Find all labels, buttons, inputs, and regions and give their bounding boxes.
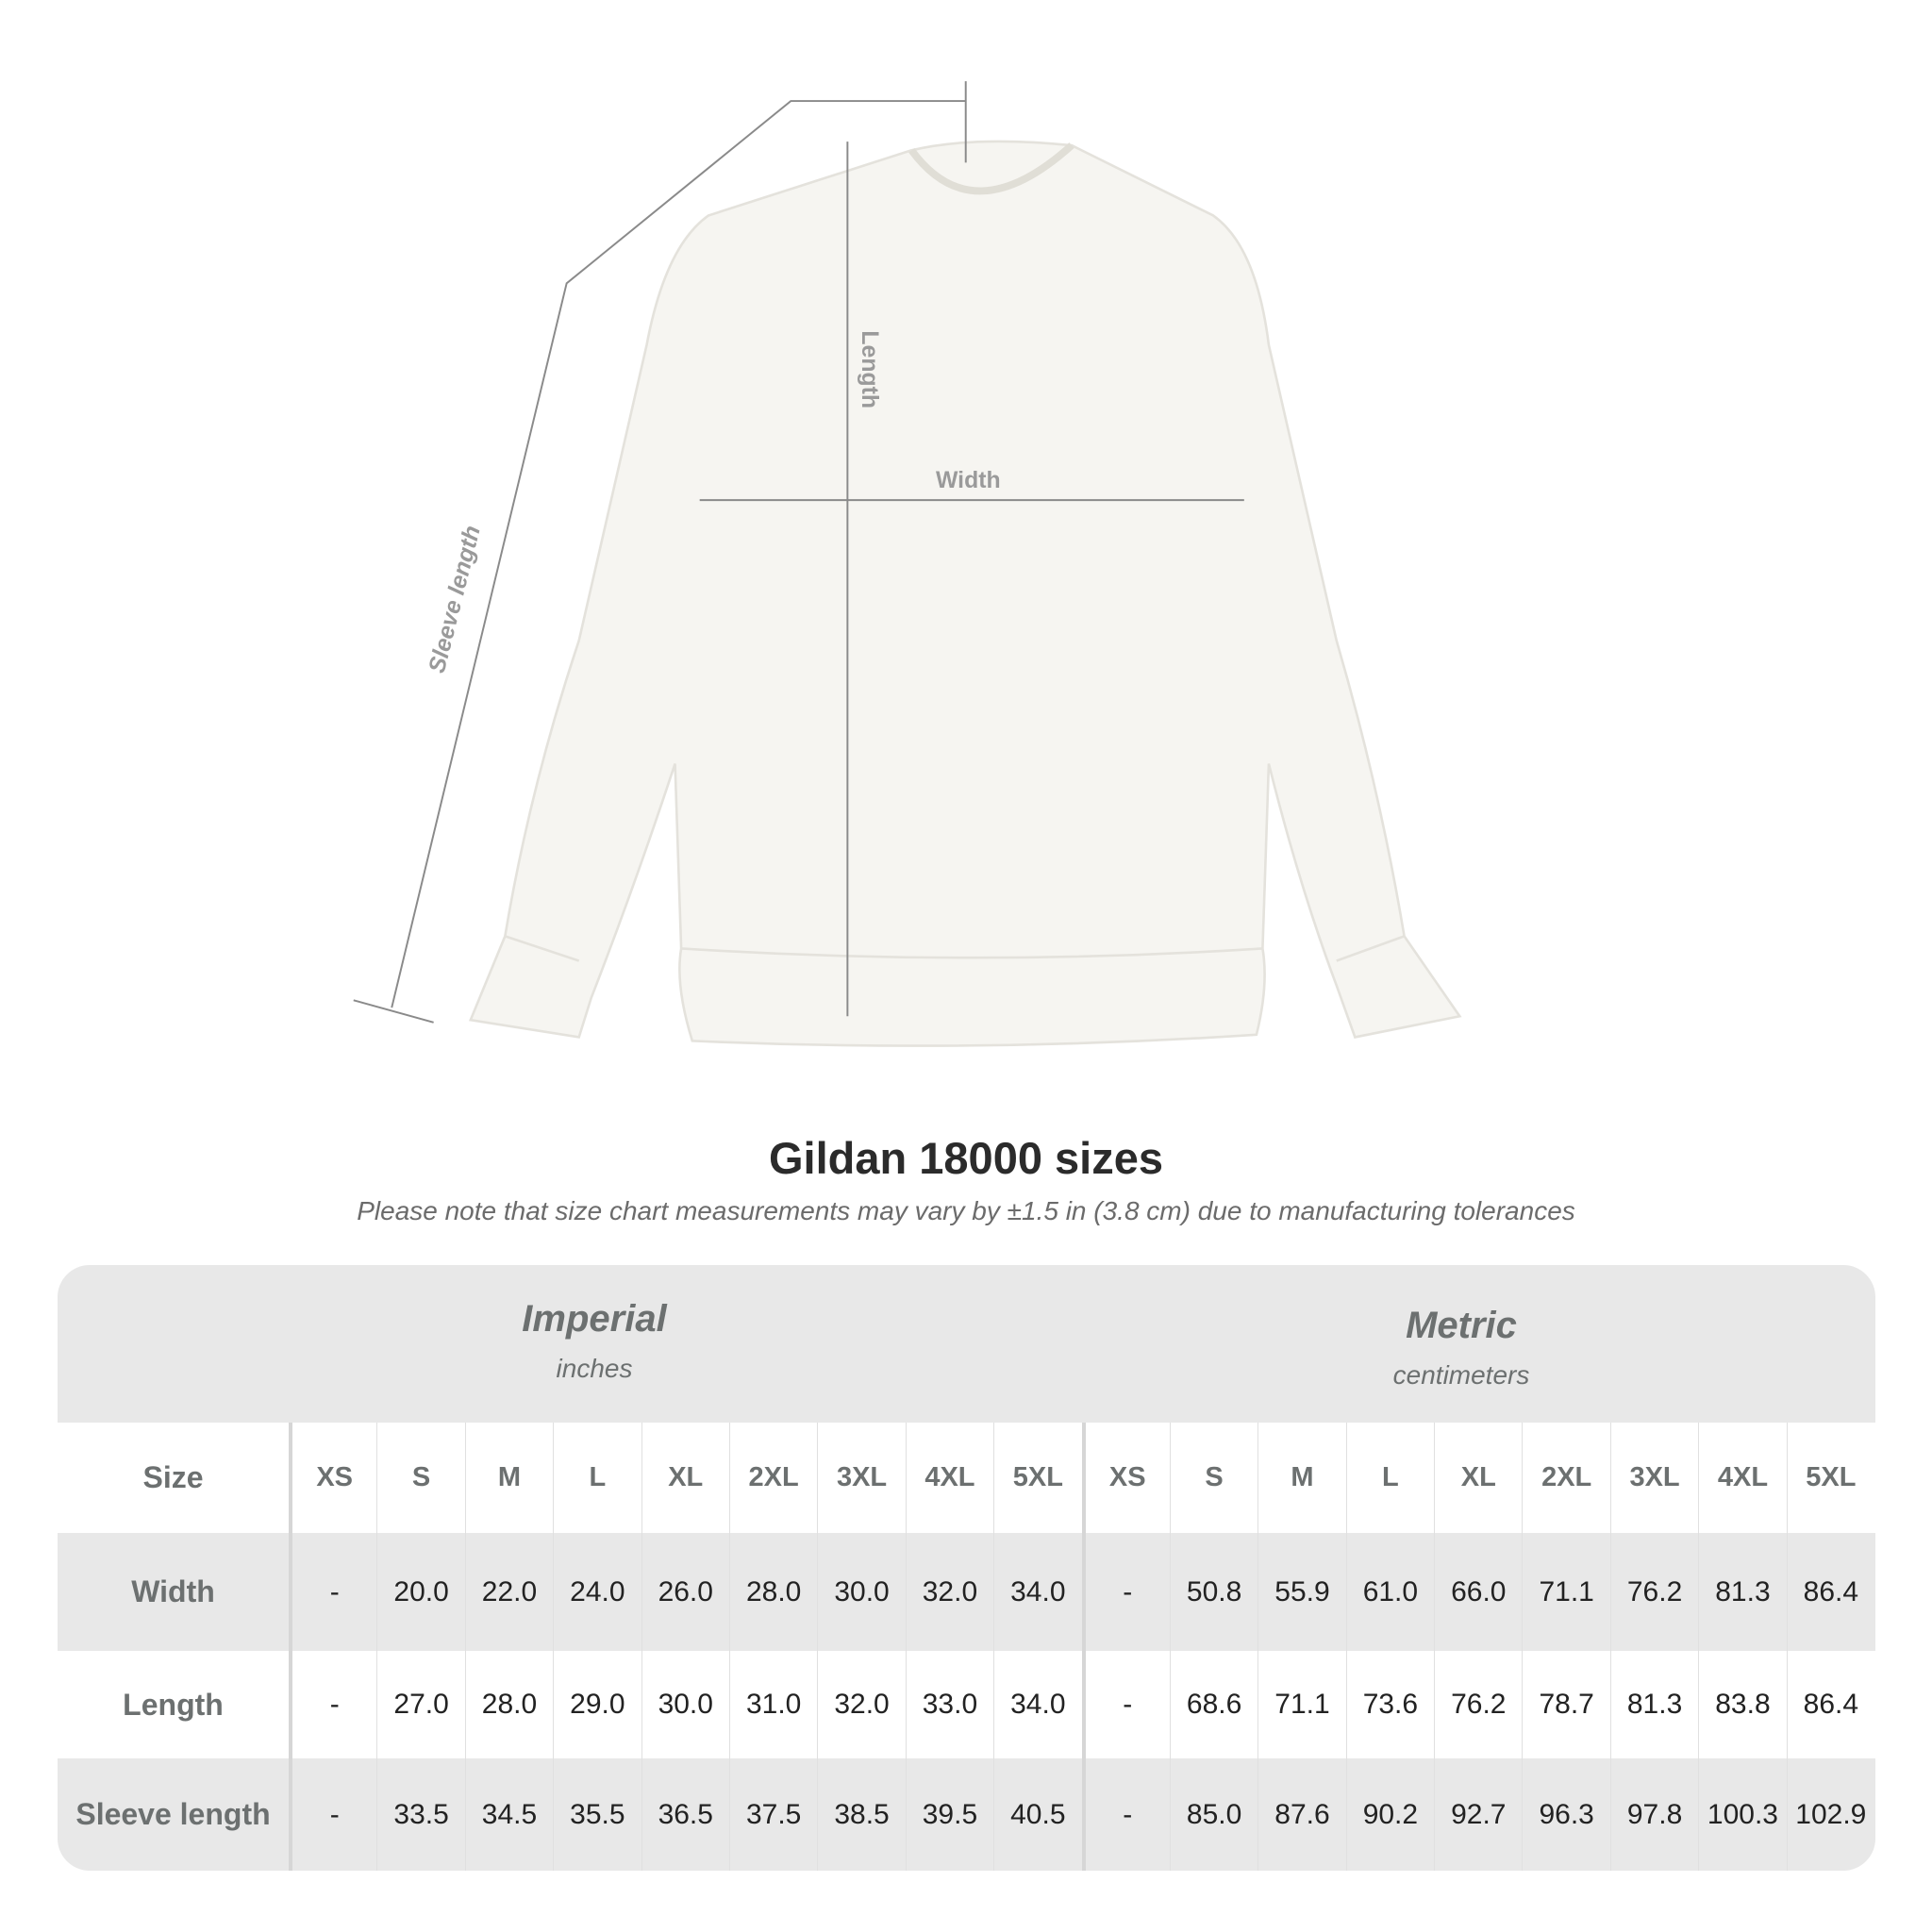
metric-value-cell: -	[1081, 1758, 1170, 1871]
width-label: Width	[936, 468, 1001, 493]
row-label: Sleeve length	[75, 1797, 271, 1831]
metric-value-cell: 61.0	[1345, 1533, 1434, 1651]
metric-size-s: S	[1169, 1423, 1257, 1533]
imperial-value-cell: 40.5	[993, 1758, 1081, 1871]
imperial-value-cell: 33.0	[905, 1651, 993, 1758]
imperial-size-3xl: 3XL	[817, 1423, 905, 1533]
imperial-title: Imperial	[522, 1298, 667, 1340]
measurement-lines	[353, 81, 1244, 1024]
imperial-value-cell: 39.5	[905, 1758, 993, 1871]
sweatshirt-measurement-diagram: Length Width Sleeve length	[353, 81, 1462, 1047]
imperial-value-cell: 26.0	[641, 1533, 729, 1651]
metric-size-xs: XS	[1081, 1423, 1170, 1533]
metric-value-cell: -	[1081, 1533, 1170, 1651]
length-label: Length	[857, 330, 882, 408]
metric-value-cell: 86.4	[1786, 1533, 1874, 1651]
metric-size-l: L	[1345, 1423, 1434, 1533]
imperial-size-l: L	[553, 1423, 641, 1533]
metric-value-cell: 55.9	[1257, 1533, 1345, 1651]
metric-value-cell: 76.2	[1434, 1651, 1522, 1758]
imperial-value-cell: 31.0	[728, 1651, 817, 1758]
metric-value-cell: 86.4	[1786, 1651, 1874, 1758]
imperial-size-s: S	[376, 1423, 464, 1533]
metric-value-cell: -	[1081, 1651, 1170, 1758]
header-band	[58, 1265, 1875, 1423]
metric-value-cell: 78.7	[1522, 1651, 1609, 1758]
metric-value-cell: 83.8	[1698, 1651, 1786, 1758]
size-header-row: Size XS S M L XL 2XL 3XL 4XL 5XL XS S M L XL 2XL 3XL 4XL 5…	[58, 1423, 1875, 1533]
metric-header: Metric centimeters	[1178, 1305, 1744, 1391]
sweatshirt-image	[468, 140, 1462, 1047]
imperial-value-cell: 35.5	[553, 1758, 641, 1871]
metric-value-cell: 73.6	[1345, 1651, 1434, 1758]
metric-size-4xl: 4XL	[1698, 1423, 1786, 1533]
metric-size-m: M	[1257, 1423, 1345, 1533]
metric-value-cell: 100.3	[1698, 1758, 1786, 1871]
imperial-size-m: M	[464, 1423, 553, 1533]
imperial-value-cell: 20.0	[376, 1533, 464, 1651]
imperial-header: Imperial inches	[311, 1298, 877, 1384]
page-title: Gildan 18000 sizes	[768, 1133, 1164, 1183]
metric-value-cell: 68.6	[1169, 1651, 1257, 1758]
metric-value-cell: 85.0	[1169, 1758, 1257, 1871]
row-label: Width	[131, 1574, 215, 1608]
metric-value-cell: 50.8	[1169, 1533, 1257, 1651]
imperial-value-cell: 32.0	[817, 1651, 905, 1758]
metric-size-3xl: 3XL	[1609, 1423, 1698, 1533]
table-row: Sleeve length -33.5 34.5 35.5 36.5 37.5 38.5 39…	[58, 1758, 1875, 1871]
imperial-size-4xl: 4XL	[905, 1423, 993, 1533]
imperial-value-cell: 24.0	[553, 1533, 641, 1651]
imperial-value-cell: 38.5	[817, 1758, 905, 1871]
metric-value-cell: 102.9	[1786, 1758, 1874, 1871]
imperial-value-cell: 30.0	[641, 1651, 729, 1758]
imperial-value-cell: 22.0	[464, 1533, 553, 1651]
imperial-value-cell: 28.0	[728, 1533, 817, 1651]
imperial-value-cell: 36.5	[641, 1758, 729, 1871]
imperial-size-xs: XS	[289, 1423, 376, 1533]
imperial-value-cell: 32.0	[905, 1533, 993, 1651]
imperial-value-cell: 28.0	[464, 1651, 553, 1758]
imperial-value-cell: 29.0	[553, 1651, 641, 1758]
metric-value-cell: 71.1	[1522, 1533, 1609, 1651]
imperial-value-cell: 27.0	[376, 1651, 464, 1758]
imperial-value-cell: 34.5	[464, 1758, 553, 1871]
imperial-value-cell: 34.0	[993, 1651, 1081, 1758]
imperial-unit: inches	[556, 1354, 633, 1383]
metric-value-cell: 97.8	[1609, 1758, 1698, 1871]
metric-value-cell: 87.6	[1257, 1758, 1345, 1871]
imperial-value-cell: 30.0	[817, 1533, 905, 1651]
imperial-value-cell: 37.5	[728, 1758, 817, 1871]
row-label: Length	[123, 1687, 224, 1722]
imperial-value-cell: -	[289, 1651, 376, 1758]
tolerance-note: Please note that size chart measurements…	[357, 1196, 1575, 1225]
metric-value-cell: 81.3	[1698, 1533, 1786, 1651]
metric-value-cell: 90.2	[1345, 1758, 1434, 1871]
metric-value-cell: 76.2	[1609, 1533, 1698, 1651]
metric-value-cell: 92.7	[1434, 1758, 1522, 1871]
imperial-value-cell: 34.0	[993, 1533, 1081, 1651]
metric-size-5xl: 5XL	[1786, 1423, 1874, 1533]
imperial-size-2xl: 2XL	[728, 1423, 817, 1533]
metric-value-cell: 81.3	[1609, 1651, 1698, 1758]
imperial-size-5xl: 5XL	[993, 1423, 1081, 1533]
metric-size-2xl: 2XL	[1522, 1423, 1609, 1533]
table-row: Width -20.0 22.0 24.0 26.0 28.0 30.0 32.0 34.0-5…	[58, 1533, 1875, 1651]
metric-size-xl: XL	[1434, 1423, 1522, 1533]
imperial-value-cell: 33.5	[376, 1758, 464, 1871]
imperial-value-cell: -	[289, 1533, 376, 1651]
table-row: Length -27.0 28.0 29.0 30.0 31.0 32.0 33.0 34.0-…	[58, 1651, 1875, 1758]
size-table: Imperial inches Metric centimeters Size X…	[58, 1265, 1875, 1871]
metric-title: Metric	[1406, 1305, 1517, 1346]
imperial-size-xl: XL	[641, 1423, 729, 1533]
size-label: Size	[142, 1460, 204, 1494]
row-band-sleeve	[58, 1758, 1875, 1871]
metric-unit: centimeters	[1392, 1360, 1530, 1390]
row-band-width	[58, 1533, 1875, 1651]
imperial-value-cell: -	[289, 1758, 376, 1871]
metric-value-cell: 66.0	[1434, 1533, 1522, 1651]
metric-value-cell: 71.1	[1257, 1651, 1345, 1758]
metric-value-cell: 96.3	[1522, 1758, 1609, 1871]
